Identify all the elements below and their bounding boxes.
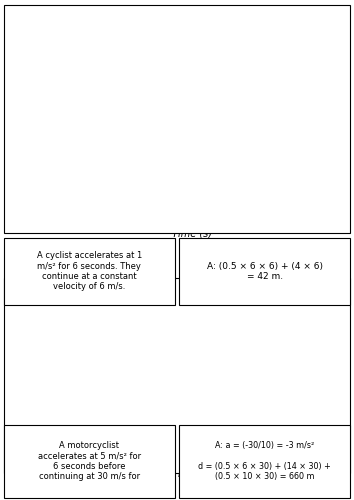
Text: A cyclist accelerates at 1
m/s² for 6 seconds. They
continue at a constant
veloc: A cyclist accelerates at 1 m/s² for 6 se… xyxy=(37,251,142,292)
Title: Velocity against Time: Velocity against Time xyxy=(125,293,259,303)
Y-axis label: Velocity (m/s): Velocity (m/s) xyxy=(18,89,28,156)
Title: Velocity against Time: Velocity against Time xyxy=(125,20,259,30)
Text: A motorcyclist
accelerates at 5 m/s² for
6 seconds before
continuing at 30 m/s f: A motorcyclist accelerates at 5 m/s² for… xyxy=(38,441,141,482)
Text: A: (0.5 × 6 × 6) + (4 × 6)
= 42 m.: A: (0.5 × 6 × 6) + (4 × 6) = 42 m. xyxy=(207,262,322,281)
X-axis label: Time (s): Time (s) xyxy=(172,468,212,478)
Text: A: a = (-30/10) = -3 m/s²

d = (0.5 × 6 × 30) + (14 × 30) +
(0.5 × 10 × 30) = 66: A: a = (-30/10) = -3 m/s² d = (0.5 × 6 ×… xyxy=(198,441,331,482)
X-axis label: Time (s): Time (s) xyxy=(172,228,212,238)
Y-axis label: Velocity (m/s): Velocity (m/s) xyxy=(13,345,23,412)
